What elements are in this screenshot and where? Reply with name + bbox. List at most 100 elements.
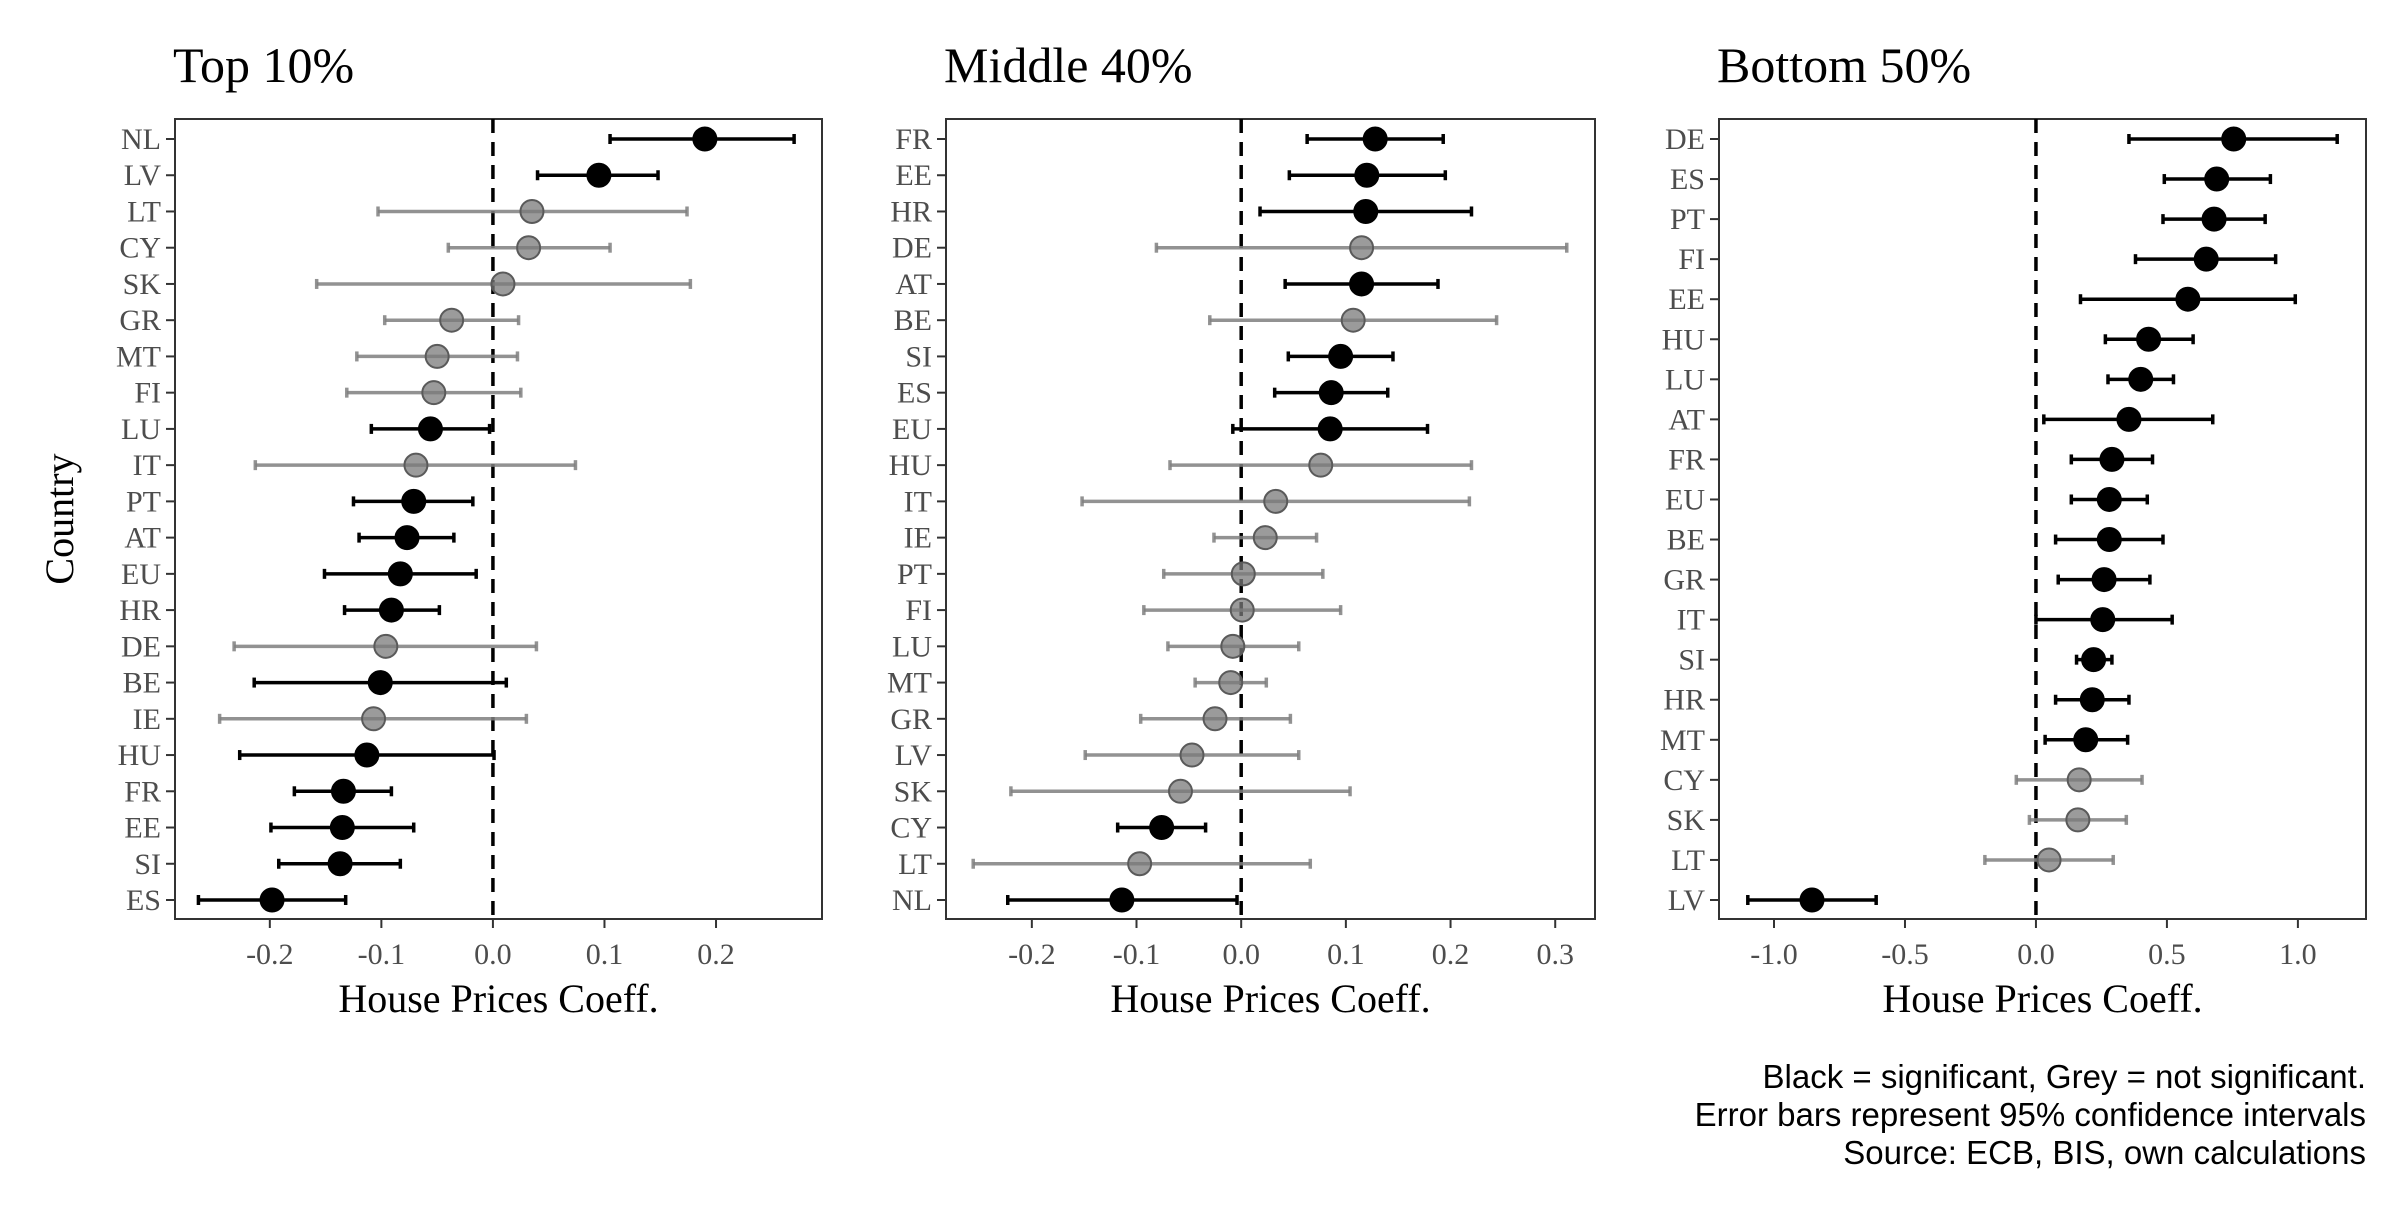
data-point bbox=[403, 452, 429, 478]
x-axis-title: House Prices Coeff. bbox=[1110, 976, 1430, 1021]
y-tick-label: SK bbox=[1667, 804, 1706, 837]
x-tick-label: -0.2 bbox=[1008, 938, 1056, 971]
y-tick-label: FI bbox=[1678, 243, 1705, 276]
y-tick-label: PT bbox=[897, 558, 932, 591]
x-tick-label: 0.1 bbox=[586, 938, 624, 971]
y-tick-label: EU bbox=[892, 413, 932, 446]
x-tick-label: -0.5 bbox=[1881, 938, 1929, 971]
y-tick-label: AT bbox=[1668, 403, 1705, 436]
y-tick-label: AT bbox=[124, 522, 161, 555]
data-point bbox=[367, 670, 393, 696]
y-tick-label: ES bbox=[897, 377, 932, 410]
y-tick-label: SI bbox=[905, 340, 932, 373]
x-tick-label: -0.2 bbox=[246, 938, 294, 971]
data-point bbox=[1318, 380, 1344, 406]
y-tick-label: HR bbox=[119, 594, 161, 627]
data-point bbox=[2096, 486, 2122, 512]
y-tick-label: CY bbox=[119, 232, 161, 265]
caption-line-error-bars: Error bars represent 95% confidence inte… bbox=[1694, 1096, 2366, 1133]
y-tick-label: BE bbox=[894, 304, 932, 337]
y-tick-label: EU bbox=[1665, 483, 1705, 516]
data-point bbox=[2204, 166, 2230, 192]
y-tick-label: FR bbox=[124, 775, 161, 808]
x-tick-label: -0.1 bbox=[1113, 938, 1161, 971]
data-point bbox=[516, 235, 542, 261]
y-tick-label: ES bbox=[126, 884, 161, 917]
data-point bbox=[417, 416, 443, 442]
y-tick-label: GR bbox=[119, 304, 161, 337]
y-tick-label: LV bbox=[124, 159, 162, 192]
y-tick-label: MT bbox=[887, 667, 932, 700]
y-tick-label: IE bbox=[904, 522, 932, 555]
data-point bbox=[361, 706, 387, 732]
y-tick-label: EU bbox=[121, 558, 161, 591]
data-point bbox=[2116, 406, 2142, 432]
data-point bbox=[1167, 778, 1193, 804]
y-tick-label: DE bbox=[892, 232, 932, 265]
data-point bbox=[2091, 567, 2117, 593]
data-point bbox=[1308, 452, 1334, 478]
y-tick-label: LT bbox=[127, 195, 161, 228]
data-point bbox=[394, 525, 420, 551]
data-point bbox=[327, 851, 353, 877]
y-tick-label: NL bbox=[121, 123, 161, 156]
data-point bbox=[1109, 887, 1135, 913]
x-tick-label: 0.2 bbox=[697, 938, 735, 971]
y-tick-label: FR bbox=[895, 123, 932, 156]
data-point bbox=[1149, 815, 1175, 841]
x-tick-label: 0.2 bbox=[1432, 938, 1470, 971]
data-point bbox=[2090, 607, 2116, 633]
y-axis-title: Country bbox=[37, 453, 82, 584]
data-point bbox=[354, 742, 380, 768]
y-tick-label: CY bbox=[890, 812, 932, 845]
y-tick-label: LT bbox=[898, 848, 932, 881]
y-tick-label: EE bbox=[895, 159, 932, 192]
data-point bbox=[490, 271, 516, 297]
y-tick-label: GR bbox=[890, 703, 932, 736]
y-tick-label: SK bbox=[894, 775, 933, 808]
y-tick-label: LV bbox=[1668, 884, 1706, 917]
y-tick-label: HU bbox=[1662, 323, 1706, 356]
y-tick-label: EE bbox=[124, 812, 161, 845]
y-tick-label: HU bbox=[118, 739, 162, 772]
y-tick-label: AT bbox=[895, 268, 932, 301]
x-axis-title: House Prices Coeff. bbox=[338, 976, 658, 1021]
panel-title-3: Bottom 50% bbox=[1717, 37, 1971, 93]
x-tick-label: 0.0 bbox=[474, 938, 512, 971]
data-point bbox=[1230, 561, 1256, 587]
panel-frame-3 bbox=[1718, 118, 2367, 920]
data-point bbox=[259, 887, 285, 913]
data-point bbox=[329, 815, 355, 841]
x-tick-label: -1.0 bbox=[1750, 938, 1798, 971]
y-tick-label: IT bbox=[904, 485, 932, 518]
data-point bbox=[2096, 527, 2122, 553]
data-point bbox=[421, 380, 447, 406]
data-point bbox=[401, 488, 427, 514]
x-tick-label: 0.5 bbox=[2148, 938, 2186, 971]
data-point bbox=[1349, 235, 1375, 261]
y-tick-label: GR bbox=[1663, 564, 1705, 597]
y-tick-label: LT bbox=[1671, 844, 1705, 877]
data-point bbox=[2175, 286, 2201, 312]
y-tick-label: LU bbox=[121, 413, 161, 446]
data-point bbox=[1799, 887, 1825, 913]
x-axis-title: House Prices Coeff. bbox=[1882, 976, 2202, 1021]
data-point bbox=[2201, 206, 2227, 232]
data-point bbox=[1218, 670, 1244, 696]
panel-frame-2 bbox=[945, 118, 1596, 920]
caption-line-source: Source: ECB, BIS, own calculations bbox=[1843, 1134, 2366, 1171]
data-point bbox=[2221, 126, 2247, 152]
y-tick-label: PT bbox=[1670, 203, 1705, 236]
y-tick-label: NL bbox=[892, 884, 932, 917]
data-point bbox=[2081, 647, 2107, 673]
data-point bbox=[2036, 847, 2062, 873]
data-point bbox=[1252, 525, 1278, 551]
x-tick-label: 0.1 bbox=[1327, 938, 1365, 971]
data-point bbox=[1263, 488, 1289, 514]
y-tick-label: HR bbox=[890, 195, 932, 228]
data-point bbox=[2065, 807, 2091, 833]
data-point bbox=[1353, 198, 1379, 224]
panel-frame-1 bbox=[174, 118, 823, 920]
